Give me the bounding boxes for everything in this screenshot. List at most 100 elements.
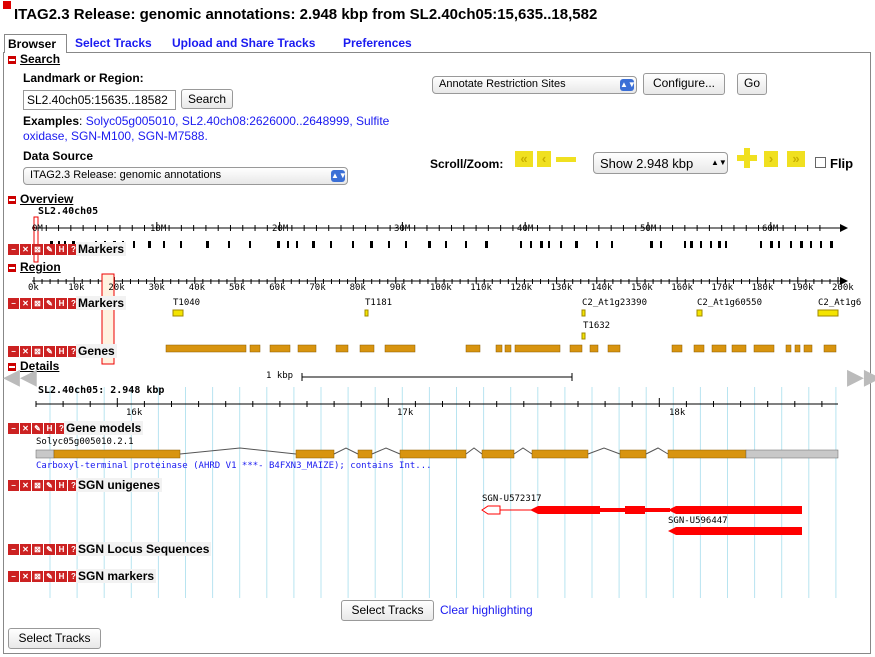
resize-icon[interactable]: H xyxy=(56,544,67,555)
close-icon[interactable]: ✕ xyxy=(20,298,31,309)
bottom-select-tracks-button[interactable]: Select Tracks xyxy=(8,628,101,649)
share-icon[interactable]: ⊠ xyxy=(32,346,43,357)
overview-markers-label[interactable]: Markers xyxy=(76,242,127,256)
close-icon[interactable]: ✕ xyxy=(20,480,31,491)
search-heading[interactable]: Search xyxy=(20,52,61,66)
edit-icon[interactable]: ✎ xyxy=(32,423,43,434)
unigene-name[interactable]: SGN-U572317 xyxy=(482,494,542,504)
share-icon[interactable]: ⊠ xyxy=(32,244,43,255)
region-markers-label[interactable]: Markers xyxy=(76,296,127,310)
edit-icon[interactable]: ✎ xyxy=(44,298,55,309)
help-icon[interactable]: ? xyxy=(68,244,79,255)
collapse-icon[interactable]: − xyxy=(8,571,19,582)
example-link-3[interactable]: Sulfite oxidase xyxy=(23,114,390,143)
help-icon[interactable]: ? xyxy=(68,571,79,582)
unigene-name[interactable]: SGN-U596447 xyxy=(668,516,728,526)
share-icon[interactable]: ⊠ xyxy=(32,544,43,555)
tab-select-tracks[interactable]: Select Tracks xyxy=(75,36,152,50)
zoom-in-icon[interactable] xyxy=(737,148,757,168)
example-link-2[interactable]: SL2.40ch08:2626000..2648999 xyxy=(181,114,350,128)
collapse-icon[interactable]: − xyxy=(8,244,19,255)
resize-icon[interactable]: H xyxy=(56,244,67,255)
title-collapse-icon[interactable] xyxy=(3,1,11,9)
region-tick-label: 100k xyxy=(430,283,452,293)
collapse-icon[interactable]: − xyxy=(8,480,19,491)
flip-checkbox[interactable] xyxy=(815,157,826,168)
scroll-far-left-icon[interactable]: « xyxy=(515,151,533,167)
marker-name[interactable]: T1632 xyxy=(583,321,611,331)
resize-icon[interactable]: H xyxy=(56,480,67,491)
unigenes-label[interactable]: SGN unigenes xyxy=(76,478,163,492)
resize-icon[interactable]: H xyxy=(44,423,55,434)
region-gene-glyph xyxy=(589,344,599,353)
edit-icon[interactable]: ✎ xyxy=(44,544,55,555)
marker-name[interactable]: C2_At1g60550 xyxy=(697,298,763,308)
details-collapse-icon[interactable] xyxy=(8,363,16,371)
clear-highlighting-link[interactable]: Clear highlighting xyxy=(440,603,533,617)
search-button[interactable]: Search xyxy=(181,89,233,109)
zoom-out-icon[interactable] xyxy=(556,157,576,162)
resize-icon[interactable]: H xyxy=(56,346,67,357)
gene-description[interactable]: Carboxyl-terminal proteinase (AHRD V1 **… xyxy=(36,461,432,471)
close-icon[interactable]: ✕ xyxy=(20,423,31,434)
edit-icon[interactable]: ✎ xyxy=(44,480,55,491)
collapse-icon[interactable]: − xyxy=(8,298,19,309)
close-icon[interactable]: ✕ xyxy=(20,244,31,255)
example-link-1[interactable]: Solyc05g005010 xyxy=(85,114,176,128)
data-source-value: ITAG2.3 Release: genomic annotations xyxy=(30,169,222,181)
search-collapse-icon[interactable] xyxy=(8,56,16,64)
close-icon[interactable]: ✕ xyxy=(20,346,31,357)
help-icon[interactable]: ? xyxy=(68,298,79,309)
scroll-left-icon[interactable]: ‹ xyxy=(537,151,551,167)
overview-marker-bar xyxy=(148,241,151,248)
marker-name[interactable]: T1040 xyxy=(173,298,201,308)
close-icon[interactable]: ✕ xyxy=(20,544,31,555)
tab-browser[interactable]: Browser xyxy=(4,34,67,53)
close-icon[interactable]: ✕ xyxy=(20,571,31,582)
help-icon[interactable]: ? xyxy=(68,480,79,491)
sgn-markers-label[interactable]: SGN markers xyxy=(76,569,157,583)
select-tracks-button[interactable]: Select Tracks xyxy=(341,600,434,621)
scroll-right-arrow-icon[interactable]: ▶▶ xyxy=(847,364,875,389)
share-icon[interactable]: ⊠ xyxy=(32,480,43,491)
tab-upload-share[interactable]: Upload and Share Tracks xyxy=(172,36,316,50)
help-icon[interactable]: ? xyxy=(56,423,67,434)
region-collapse-icon[interactable] xyxy=(8,264,16,272)
resize-icon[interactable]: H xyxy=(56,571,67,582)
overview-marker-bar xyxy=(428,241,431,248)
resize-icon[interactable]: H xyxy=(56,298,67,309)
example-link-4[interactable]: SGN-M100 xyxy=(71,129,132,143)
locus-sequences-label[interactable]: SGN Locus Sequences xyxy=(76,542,212,556)
marker-name[interactable]: C2_At1g6 xyxy=(818,298,862,308)
edit-icon[interactable]: ✎ xyxy=(44,571,55,582)
gene-id[interactable]: Solyc05g005010.2.1 xyxy=(36,437,134,447)
collapse-icon[interactable]: − xyxy=(8,346,19,357)
edit-icon[interactable]: ✎ xyxy=(44,346,55,357)
configure-button[interactable]: Configure... xyxy=(643,73,725,95)
help-icon[interactable]: ? xyxy=(68,544,79,555)
overview-collapse-icon[interactable] xyxy=(8,196,16,204)
gene-models-label[interactable]: Gene models xyxy=(64,421,144,435)
marker-name[interactable]: C2_At1g23390 xyxy=(582,298,648,308)
region-genes-label[interactable]: Genes xyxy=(76,344,117,358)
collapse-icon[interactable]: − xyxy=(8,423,19,434)
collapse-icon[interactable]: − xyxy=(8,544,19,555)
overview-heading[interactable]: Overview xyxy=(20,192,74,206)
scroll-left-arrow-icon[interactable]: ◀◀ xyxy=(3,364,37,389)
scroll-far-right-icon[interactable]: » xyxy=(787,151,805,167)
example-link-5[interactable]: SGN-M7588. xyxy=(137,129,208,143)
plugin-select[interactable]: Annotate Restriction Sites ▲▼ xyxy=(432,76,637,94)
landmark-input[interactable]: SL2.40ch05:15635..18582 xyxy=(23,90,176,110)
details-heading[interactable]: Details xyxy=(20,359,60,373)
tab-preferences[interactable]: Preferences xyxy=(343,36,412,50)
go-button[interactable]: Go xyxy=(737,73,767,95)
data-source-select[interactable]: ITAG2.3 Release: genomic annotations ▲▼ xyxy=(23,167,348,185)
edit-icon[interactable]: ✎ xyxy=(44,244,55,255)
share-icon[interactable]: ⊠ xyxy=(32,298,43,309)
share-icon[interactable]: ⊠ xyxy=(32,571,43,582)
region-heading[interactable]: Region xyxy=(20,260,61,274)
zoom-select[interactable]: Show 2.948 kbp ▲▼ xyxy=(593,152,728,174)
help-icon[interactable]: ? xyxy=(68,346,79,357)
scroll-right-icon[interactable]: › xyxy=(764,151,778,167)
marker-name[interactable]: T1181 xyxy=(365,298,393,308)
